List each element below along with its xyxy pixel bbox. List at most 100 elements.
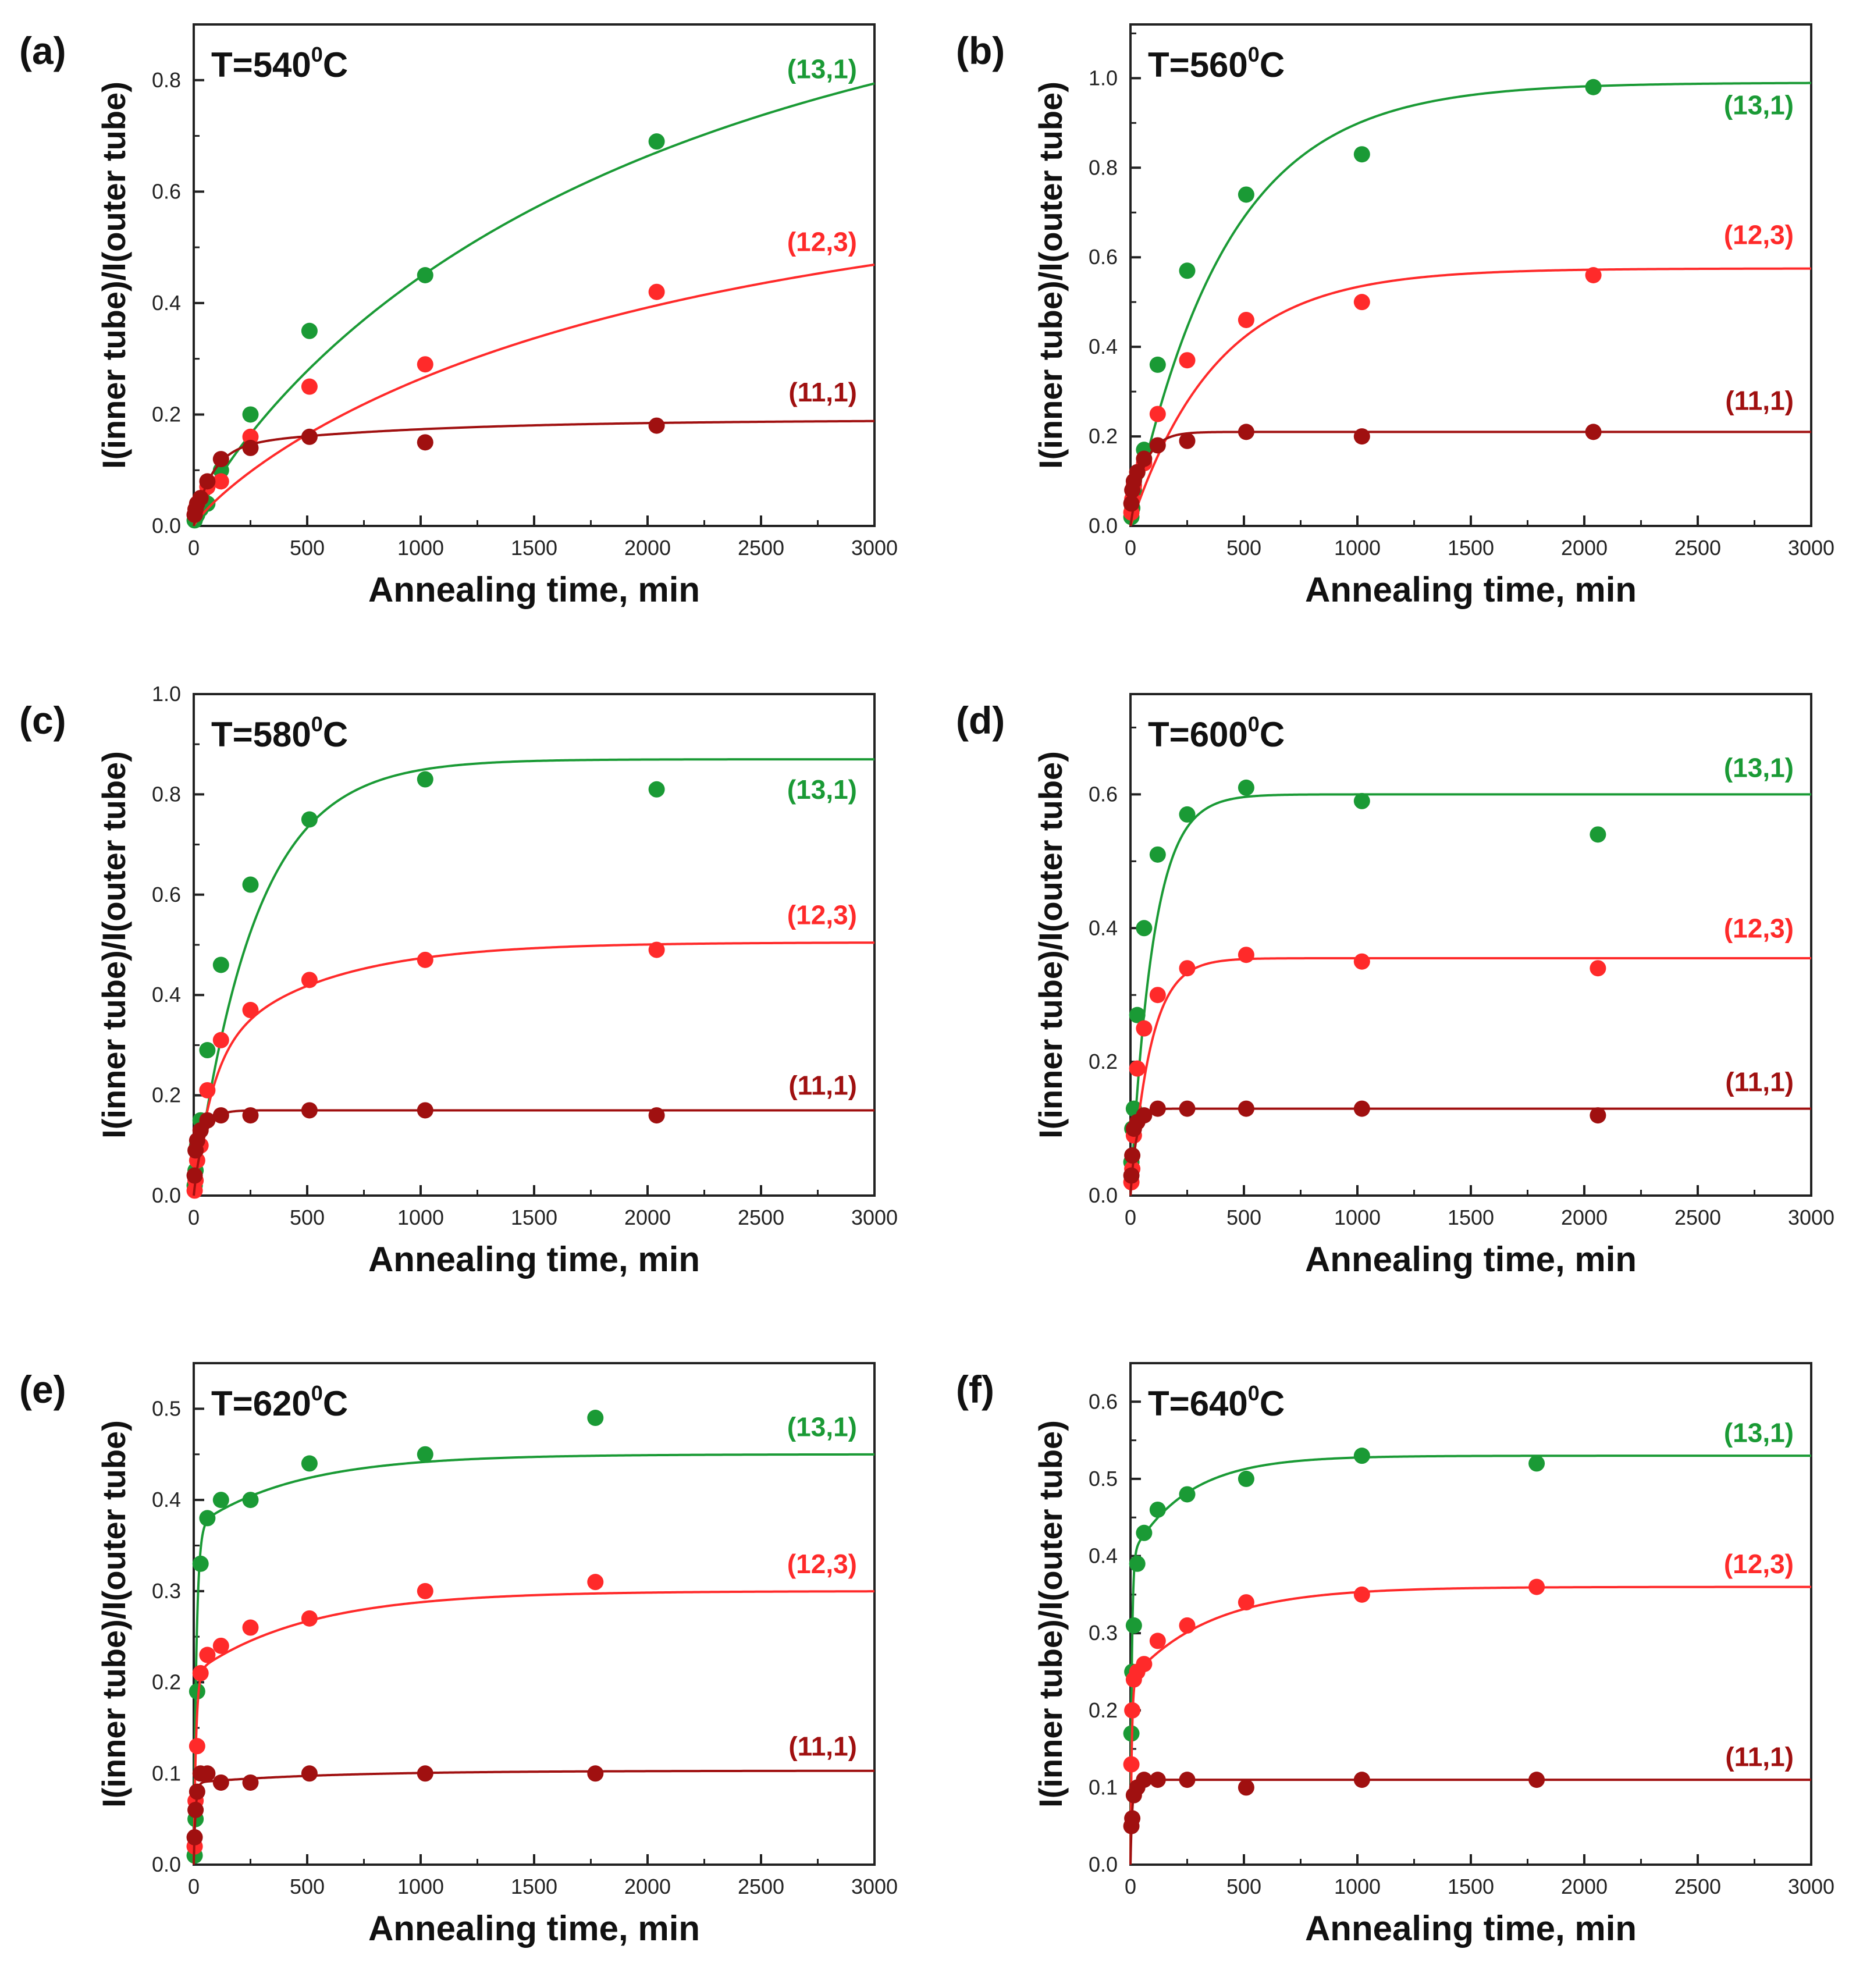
y-tick-label: 0.2 <box>152 1670 181 1694</box>
panel-c: 0 500 1000 1500 2000 2500 3000 0.0 0.2 0.4 0.6 0.8 1… <box>19 682 898 1279</box>
data-point <box>189 1683 205 1700</box>
data-point <box>212 1774 229 1791</box>
data-point <box>417 771 433 788</box>
y-tick-label: 0.6 <box>1089 782 1118 806</box>
y-tick-label: 0.1 <box>152 1761 181 1785</box>
panel-label: (f) <box>956 1368 994 1411</box>
data-point <box>1149 1772 1166 1788</box>
data-point <box>417 1765 433 1782</box>
data-point <box>1179 1617 1196 1634</box>
x-tick-label: 2000 <box>624 1205 671 1229</box>
y-tick-label: 0.0 <box>152 1852 181 1876</box>
title-degree: 0 <box>311 712 323 736</box>
y-tick-label: 0.6 <box>152 179 181 203</box>
data-point <box>1179 352 1196 369</box>
data-point <box>1238 1594 1254 1611</box>
x-tick-label: 2500 <box>1674 1875 1721 1898</box>
x-tick-label: 500 <box>1226 1205 1261 1229</box>
fit-curve <box>193 1453 874 1865</box>
data-point <box>1238 1779 1254 1796</box>
data-point <box>1353 953 1370 970</box>
x-tick-label: 0 <box>1125 1205 1136 1229</box>
data-point <box>1136 1107 1153 1124</box>
series-label: (12,3) <box>787 227 857 257</box>
x-tick-label: 3000 <box>1788 1875 1834 1898</box>
data-point <box>1136 920 1153 937</box>
title-unit: C <box>323 1384 348 1423</box>
data-point <box>192 1665 209 1681</box>
data-point <box>1179 806 1196 823</box>
x-tick-label: 2000 <box>624 1875 671 1898</box>
x-tick-label: 3000 <box>851 536 898 560</box>
x-tick-label: 2500 <box>738 536 784 560</box>
panel-b: 0 500 1000 1500 2000 2500 3000 0.0 0.2 0.4 0.6 0.8 1… <box>956 23 1834 609</box>
x-tick-label: 2500 <box>1674 1205 1721 1229</box>
fit-curve <box>1129 1585 1812 1865</box>
fit-curve <box>1129 267 1812 527</box>
title-main: T=640 <box>1148 1384 1248 1423</box>
x-tick-label: 500 <box>290 536 325 560</box>
data-point <box>648 1107 665 1124</box>
data-point <box>1238 947 1254 963</box>
data-point <box>587 1574 604 1591</box>
y-tick-label: 0.3 <box>1089 1621 1118 1645</box>
y-axis-title: I(inner tube)/I(outer tube) <box>95 81 132 469</box>
fit-curve <box>193 1590 875 1865</box>
data-point <box>199 1082 216 1098</box>
series-label: (11,1) <box>788 1070 857 1100</box>
data-point <box>1179 1100 1196 1117</box>
x-tick-label: 2500 <box>738 1875 784 1898</box>
y-tick-label: 0.4 <box>152 291 181 315</box>
title-degree: 0 <box>311 42 323 66</box>
y-axis-title: I(inner tube)/I(outer tube) <box>1032 81 1069 469</box>
y-tick-label: 0.4 <box>152 983 181 1007</box>
data-point <box>301 972 318 988</box>
data-point <box>1585 267 1602 283</box>
fit-curve <box>193 758 874 1196</box>
fit-curve <box>193 263 875 527</box>
title-main: T=620 <box>211 1384 311 1423</box>
data-point <box>1149 846 1166 863</box>
title-unit: C <box>323 715 348 754</box>
title-degree: 0 <box>311 1381 323 1405</box>
series-label: (11,1) <box>788 1731 857 1761</box>
data-point <box>1136 450 1153 467</box>
data-point <box>1123 1167 1140 1184</box>
data-point <box>242 876 259 893</box>
x-tick-label: 500 <box>290 1205 325 1229</box>
panel-title: T=5400C <box>211 42 348 84</box>
title-degree: 0 <box>1248 1381 1260 1405</box>
plot-frame <box>193 693 876 1197</box>
y-axis-title: I(inner tube)/I(outer tube) <box>1032 1420 1069 1808</box>
data-point <box>301 1455 318 1472</box>
data-point <box>417 1102 433 1119</box>
data-point <box>648 417 665 434</box>
y-tick-label: 0.6 <box>1089 1389 1118 1413</box>
title-main: T=580 <box>211 715 311 754</box>
plot-frame <box>1129 1362 1812 1866</box>
data-point <box>648 133 665 150</box>
data-point <box>1353 1586 1370 1603</box>
data-point <box>1179 262 1196 279</box>
data-point <box>1585 79 1602 95</box>
panel-label: (d) <box>956 699 1005 742</box>
data-point <box>212 451 229 468</box>
data-point <box>242 1002 259 1019</box>
panel-e: 0 500 1000 1500 2000 2500 3000 0.0 0.1 0.2 0.3 0.4 0… <box>19 1362 898 1948</box>
y-tick-label: 0.3 <box>152 1579 181 1603</box>
fit-curve <box>193 1769 874 1865</box>
y-tick-label: 1.0 <box>1089 66 1118 90</box>
panel-label: (e) <box>19 1368 66 1411</box>
data-point <box>1353 792 1370 809</box>
y-tick-label: 0.2 <box>1089 424 1118 448</box>
y-tick-label: 0.0 <box>1089 1852 1118 1876</box>
data-point <box>587 1765 604 1782</box>
x-axis-title: Annealing time, min <box>368 570 700 609</box>
title-unit: C <box>1260 715 1285 754</box>
data-point <box>1149 356 1166 373</box>
data-point <box>189 1783 205 1800</box>
x-tick-label: 2500 <box>738 1205 784 1229</box>
x-tick-label: 1500 <box>1448 1875 1494 1898</box>
series-label: (12,3) <box>1724 220 1794 250</box>
x-tick-label: 3000 <box>1788 1205 1834 1229</box>
